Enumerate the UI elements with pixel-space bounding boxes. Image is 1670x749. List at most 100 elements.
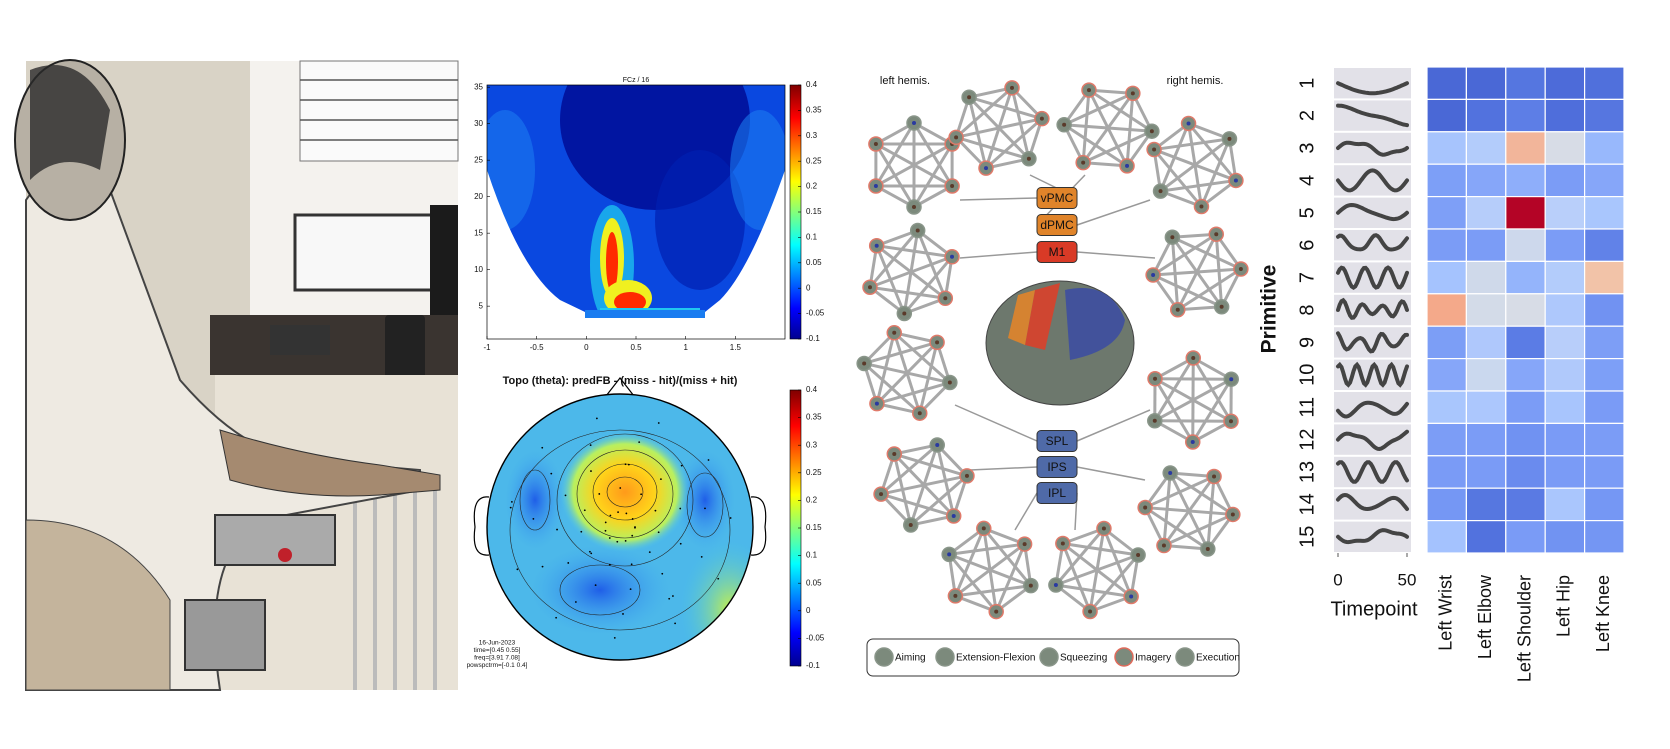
connector [1076, 199, 1151, 226]
network-edge [948, 552, 1032, 588]
heatmap-cell [1544, 293, 1586, 327]
electrode [541, 446, 544, 449]
right-hemisphere-label: right hemis. [1167, 75, 1224, 87]
y-tick-label: 30 [474, 119, 483, 128]
heatmap-cell [1505, 487, 1546, 522]
electrode [674, 622, 677, 625]
topo-note: 16-Jun-2023 [479, 640, 516, 647]
node-icon [912, 121, 916, 125]
legend-symbol [1039, 647, 1059, 667]
brain-parietal [1065, 288, 1125, 360]
region-box [1036, 482, 1078, 504]
heatmap-cell [1505, 66, 1546, 101]
network-edge [916, 229, 947, 299]
heatmap-cell [1544, 487, 1586, 522]
electrode [640, 493, 643, 496]
node-icon [1010, 85, 1015, 90]
heatmap-cell [1505, 163, 1546, 198]
heatmap-cell [1426, 325, 1468, 360]
region-label: dPMC [1040, 218, 1074, 232]
spectrogram: FCz / 16 -1 -0.5 0 0.5 1 1.5 5 10 15 20 25 30 35 0.4 0… [474, 77, 825, 352]
network-edge [982, 527, 1032, 587]
network-edge [1062, 542, 1139, 557]
network-edge [1102, 527, 1133, 598]
region-box [1036, 214, 1078, 236]
heatmap-cell [1544, 66, 1586, 101]
topo-note: time=[0.45 0.55] [474, 647, 521, 654]
heatmap-cell [1544, 196, 1586, 230]
brain-premotor [1008, 290, 1035, 345]
node-icon [867, 285, 872, 290]
heatmap-cell [1505, 293, 1546, 327]
node-icon [943, 296, 948, 301]
heatmap-cell [1465, 228, 1507, 263]
colorbar-tick-label: 0.3 [806, 440, 818, 449]
row-label: 6 [1296, 240, 1318, 251]
connector [1076, 251, 1156, 259]
row-label: 11 [1296, 397, 1318, 418]
node-icon [1022, 542, 1027, 547]
network-edge [1169, 471, 1234, 516]
photo [14, 59, 459, 691]
colorbar-tick-label: 0.25 [806, 468, 822, 477]
electrode [634, 526, 636, 529]
y-tick-label: 5 [479, 301, 484, 310]
node-icon [874, 401, 879, 406]
colorbar-tick-label: -0.1 [806, 661, 820, 670]
network-edge [875, 341, 939, 405]
x-tick-label: 0.5 [630, 343, 642, 352]
node-icon [1199, 204, 1204, 209]
network-edge [955, 135, 1030, 161]
heatmap-cell [1583, 422, 1625, 457]
node-icon [983, 166, 988, 171]
node-icon [1081, 160, 1086, 165]
heatmap-cell [1544, 390, 1586, 425]
electrode [516, 568, 519, 571]
row-label: 12 [1296, 428, 1318, 450]
electrode [550, 472, 553, 475]
left-ear [473, 496, 490, 556]
node-icon [1233, 178, 1238, 183]
x-tick-label: -1 [483, 343, 491, 352]
node-icon [1227, 136, 1232, 141]
electrode [616, 540, 619, 543]
heatmap-cell [1544, 358, 1586, 392]
column-label: Left Knee [1593, 575, 1613, 652]
node-icon [1026, 156, 1031, 161]
heatmap-cell [1465, 131, 1507, 165]
electrode [704, 507, 706, 510]
heatmap-cell [1505, 196, 1546, 230]
heatmap-cell [1465, 455, 1507, 489]
electrode [532, 517, 535, 520]
heatmap-cell [1426, 98, 1468, 133]
colorbar-tick-label: 0.2 [806, 182, 818, 191]
cold-region [530, 545, 670, 635]
heatmap-cell [1544, 455, 1586, 489]
heatmap-cell [1465, 519, 1507, 554]
heatmap-cell [1544, 260, 1586, 295]
electrode [583, 509, 586, 512]
contour-line [556, 433, 694, 567]
heatmap-cell [1583, 487, 1625, 522]
heatmap-cell [1583, 196, 1625, 230]
heatmap-cell [1505, 390, 1546, 425]
electrode [567, 562, 570, 564]
connector [1076, 466, 1146, 481]
primitive-curve [1336, 429, 1409, 452]
node-icon [1158, 189, 1163, 194]
heatmap-cell [1465, 293, 1507, 327]
network-edge [875, 332, 896, 405]
node-icon [1101, 526, 1106, 531]
node-icon [954, 135, 959, 140]
light-region [487, 110, 535, 230]
row-label: 5 [1296, 207, 1318, 218]
heatmap-cell [1465, 390, 1507, 425]
network-edge [967, 96, 988, 169]
node-icon [1238, 267, 1243, 272]
row-label: 9 [1296, 337, 1318, 348]
electrode [657, 531, 660, 534]
heatmap-cell [1583, 260, 1625, 295]
row-label: 2 [1296, 110, 1318, 121]
electrode [574, 601, 577, 603]
